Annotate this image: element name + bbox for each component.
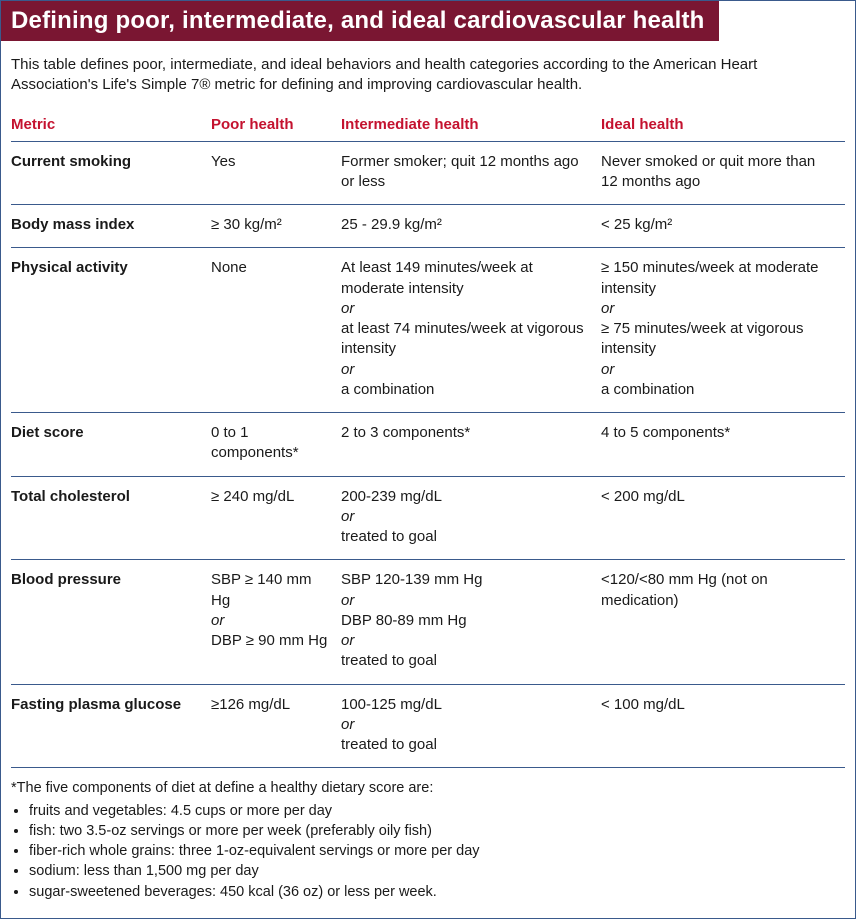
table-body: Current smokingYes Former smoker; quit 12… — [11, 141, 845, 768]
cell-value: a combination — [341, 380, 589, 400]
cell-value: ≥126 mg/dL — [211, 695, 329, 715]
cell-intermediate: 2 to 3 components* — [341, 413, 601, 477]
cell-value: 2 to 3 components* — [341, 423, 589, 443]
cell-value: 0 to 1 components* — [211, 423, 329, 464]
cell-poor: ≥126 mg/dL — [211, 684, 341, 768]
metric-name: Total cholesterol — [11, 476, 211, 560]
intro-text: This table defines poor, intermediate, a… — [1, 41, 855, 100]
metric-name: Blood pressure — [11, 560, 211, 684]
cell-value: SBP 120-139 mm Hg — [341, 570, 589, 590]
cell-poor: None — [211, 248, 341, 413]
footnote: *The five components of diet at define a… — [1, 768, 855, 902]
or-separator: or — [601, 360, 833, 380]
page-container: Defining poor, intermediate, and ideal c… — [0, 0, 856, 919]
cell-ideal: < 100 mg/dL — [601, 684, 845, 768]
metric-name: Fasting plasma glucose — [11, 684, 211, 768]
cell-value: DBP ≥ 90 mm Hg — [211, 631, 329, 651]
cell-value: ≥ 30 kg/m² — [211, 215, 329, 235]
cell-value: SBP ≥ 140 mm Hg — [211, 570, 329, 611]
cell-value: ≥ 75 minutes/week at vigorous intensity — [601, 319, 833, 360]
col-header-poor: Poor health — [211, 108, 341, 142]
metric-name: Current smoking — [11, 141, 211, 205]
or-separator: or — [341, 299, 589, 319]
cell-ideal: Never smoked or quit more than 12 months… — [601, 141, 845, 205]
cell-value: < 200 mg/dL — [601, 487, 833, 507]
cell-poor: ≥ 30 kg/m² — [211, 205, 341, 248]
table-row: Body mass index≥ 30 kg/m² 25 - 29.9 kg/m²… — [11, 205, 845, 248]
cell-value: < 100 mg/dL — [601, 695, 833, 715]
cell-ideal: <120/<80 mm Hg (not on medication) — [601, 560, 845, 684]
metric-name: Body mass index — [11, 205, 211, 248]
cell-value: at least 74 minutes/week at vigorous int… — [341, 319, 589, 360]
cell-intermediate: Former smoker; quit 12 months ago or les… — [341, 141, 601, 205]
col-header-intermediate: Intermediate health — [341, 108, 601, 142]
footnote-item: fiber-rich whole grains: three 1-oz-equi… — [29, 841, 841, 861]
table-row: Diet score0 to 1 components* 2 to 3 compo… — [11, 413, 845, 477]
or-separator: or — [341, 360, 589, 380]
table-header-row: Metric Poor health Intermediate health I… — [11, 108, 845, 142]
cell-value: None — [211, 258, 329, 278]
or-separator: or — [341, 631, 589, 651]
cell-value: 200-239 mg/dL — [341, 487, 589, 507]
table-row: Blood pressureSBP ≥ 140 mm HgorDBP ≥ 90 … — [11, 560, 845, 684]
cell-value: < 25 kg/m² — [601, 215, 833, 235]
footnote-lead: *The five components of diet at define a… — [11, 780, 433, 796]
cell-intermediate: 100-125 mg/dLortreated to goal — [341, 684, 601, 768]
or-separator: or — [341, 507, 589, 527]
table-row: Current smokingYes Former smoker; quit 12… — [11, 141, 845, 205]
cell-value: 4 to 5 components* — [601, 423, 833, 443]
cell-poor: Yes — [211, 141, 341, 205]
footnote-item: sugar-sweetened beverages: 450 kcal (36 … — [29, 882, 841, 902]
table-row: Fasting plasma glucose≥126 mg/dL 100-125 … — [11, 684, 845, 768]
health-metrics-table: Metric Poor health Intermediate health I… — [11, 108, 845, 769]
or-separator: or — [341, 591, 589, 611]
cell-value: treated to goal — [341, 735, 589, 755]
col-header-ideal: Ideal health — [601, 108, 845, 142]
cell-value: Yes — [211, 152, 329, 172]
or-separator: or — [601, 299, 833, 319]
metric-name: Physical activity — [11, 248, 211, 413]
cell-intermediate: At least 149 minutes/week at moderate in… — [341, 248, 601, 413]
cell-value: ≥ 240 mg/dL — [211, 487, 329, 507]
cell-value: 100-125 mg/dL — [341, 695, 589, 715]
page-title: Defining poor, intermediate, and ideal c… — [1, 1, 719, 41]
cell-value: ≥ 150 minutes/week at moderate intensity — [601, 258, 833, 299]
cell-value: treated to goal — [341, 527, 589, 547]
table-row: Physical activityNone At least 149 minute… — [11, 248, 845, 413]
footnote-item: sodium: less than 1,500 mg per day — [29, 861, 841, 881]
cell-poor: SBP ≥ 140 mm HgorDBP ≥ 90 mm Hg — [211, 560, 341, 684]
cell-value: Former smoker; quit 12 months ago or les… — [341, 152, 589, 193]
cell-value: Never smoked or quit more than 12 months… — [601, 152, 833, 193]
cell-value: 25 - 29.9 kg/m² — [341, 215, 589, 235]
cell-value: a combination — [601, 380, 833, 400]
cell-intermediate: 200-239 mg/dLortreated to goal — [341, 476, 601, 560]
cell-ideal: 4 to 5 components* — [601, 413, 845, 477]
footnote-item: fruits and vegetables: 4.5 cups or more … — [29, 801, 841, 821]
cell-intermediate: 25 - 29.9 kg/m² — [341, 205, 601, 248]
cell-value: <120/<80 mm Hg (not on medication) — [601, 570, 833, 611]
cell-intermediate: SBP 120-139 mm HgorDBP 80-89 mm Hgortrea… — [341, 560, 601, 684]
cell-value: DBP 80-89 mm Hg — [341, 611, 589, 631]
cell-value: treated to goal — [341, 651, 589, 671]
cell-ideal: < 25 kg/m² — [601, 205, 845, 248]
or-separator: or — [341, 715, 589, 735]
cell-value: At least 149 minutes/week at moderate in… — [341, 258, 589, 299]
table-row: Total cholesterol≥ 240 mg/dL 200-239 mg/d… — [11, 476, 845, 560]
or-separator: or — [211, 611, 329, 631]
cell-poor: 0 to 1 components* — [211, 413, 341, 477]
footnote-list: fruits and vegetables: 4.5 cups or more … — [11, 801, 841, 902]
cell-ideal: ≥ 150 minutes/week at moderate intensity… — [601, 248, 845, 413]
col-header-metric: Metric — [11, 108, 211, 142]
cell-ideal: < 200 mg/dL — [601, 476, 845, 560]
metric-name: Diet score — [11, 413, 211, 477]
cell-poor: ≥ 240 mg/dL — [211, 476, 341, 560]
footnote-item: fish: two 3.5-oz servings or more per we… — [29, 821, 841, 841]
